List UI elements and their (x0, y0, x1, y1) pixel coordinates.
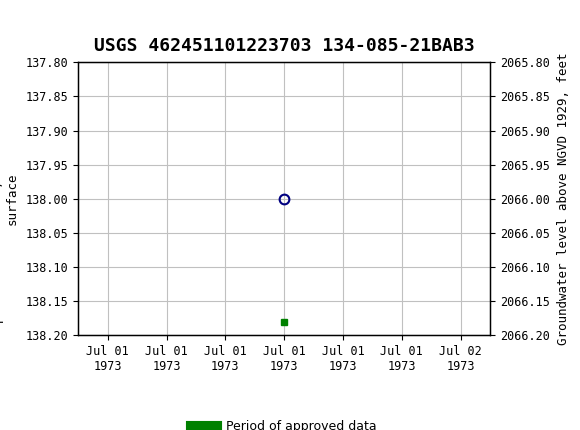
Title: USGS 462451101223703 134-085-21BAB3: USGS 462451101223703 134-085-21BAB3 (94, 37, 474, 55)
Y-axis label: Depth to water level, feet below land
surface: Depth to water level, feet below land su… (0, 60, 19, 338)
Text: ≡USGS: ≡USGS (9, 13, 67, 32)
Y-axis label: Groundwater level above NGVD 1929, feet: Groundwater level above NGVD 1929, feet (557, 52, 570, 345)
Legend: Period of approved data: Period of approved data (186, 415, 382, 430)
